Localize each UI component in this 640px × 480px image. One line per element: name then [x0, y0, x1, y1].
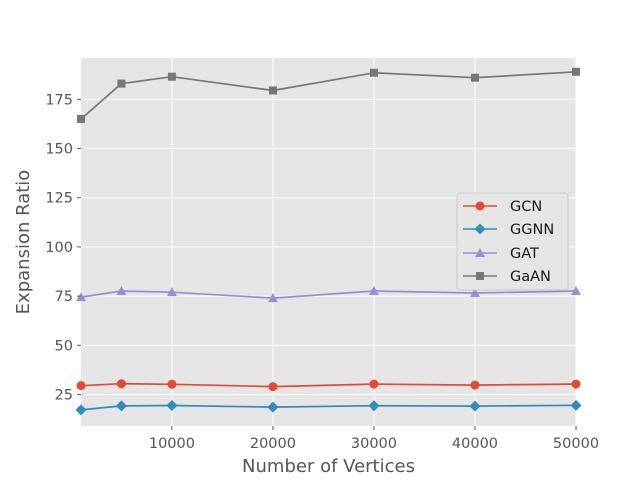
data-point-gat — [571, 286, 581, 296]
legend-box — [456, 192, 569, 291]
legend-marker-gcn — [475, 201, 485, 211]
legend-marker-gat — [475, 248, 485, 257]
data-point-gaan — [117, 79, 126, 88]
series-gaan — [77, 67, 580, 124]
x-axis-label: Number of Vertices — [242, 456, 415, 477]
y-tick-label: 100 — [45, 240, 73, 256]
data-point-gat — [368, 286, 379, 296]
data-point-ggnn — [166, 400, 178, 412]
data-point-ggnn — [570, 399, 582, 411]
data-point-gcn — [470, 380, 480, 390]
data-point-gat — [267, 293, 278, 303]
y-tick-label: 50 — [55, 338, 73, 354]
data-point-gat — [166, 287, 177, 297]
legend-marker-gaan — [476, 272, 484, 280]
data-point-ggnn — [115, 400, 127, 412]
data-point-gaan — [167, 72, 176, 81]
y-axis-label: Expansion Ratio — [13, 170, 34, 315]
y-tick-label: 175 — [45, 92, 73, 108]
y-tick-label: 125 — [45, 191, 73, 207]
x-tick-label: 50000 — [553, 436, 599, 452]
data-point-gaan — [77, 115, 85, 124]
y-tick-label: 75 — [55, 289, 73, 305]
data-point-gat — [469, 287, 480, 297]
data-point-ggnn — [75, 404, 87, 416]
y-tick-label: 25 — [55, 388, 73, 404]
ticks: 10000 20000 30000 40000 50000 25 50 75 100 125 150… — [45, 92, 599, 452]
legend-marker-ggnn — [474, 223, 486, 235]
legend-label-gcn: GCN — [510, 199, 542, 215]
y-tick-label: 150 — [45, 142, 73, 158]
data-point-ggnn — [469, 400, 481, 412]
legend-label-ggnn: GGNN — [510, 222, 554, 238]
data-point-gaan — [572, 67, 580, 76]
data-point-gaan — [470, 73, 479, 82]
x-tick-label: 30000 — [351, 436, 397, 452]
data-point-ggnn — [368, 400, 380, 412]
series-ggnn — [75, 399, 582, 416]
legend-entry-gaan: GaAN — [463, 269, 551, 285]
x-tick-label: 40000 — [452, 436, 498, 452]
series-gat — [76, 286, 581, 303]
data-point-ggnn — [267, 401, 279, 413]
x-tick-label: 20000 — [250, 436, 296, 452]
data-point-gaan — [268, 86, 277, 95]
data-point-gaan — [369, 68, 378, 77]
data-point-gat — [116, 286, 127, 296]
legend-entry-gcn: GCN — [463, 199, 542, 215]
data-point-gcn — [116, 379, 126, 389]
legend-entry-ggnn: GGNN — [463, 222, 554, 238]
series-layer — [75, 67, 582, 416]
data-point-gcn — [167, 379, 177, 389]
legend-label-gat: GAT — [510, 246, 539, 262]
x-tick-label: 10000 — [149, 436, 195, 452]
data-point-gcn — [571, 379, 581, 389]
data-point-gcn — [268, 382, 278, 392]
data-point-gcn — [76, 381, 86, 391]
legend-label-gaan: GaAN — [510, 269, 551, 285]
legend: GCN GGNN GAT GaAN — [456, 192, 569, 291]
data-point-gcn — [369, 379, 379, 389]
series-gcn — [76, 379, 581, 392]
legend-entry-gat: GAT — [463, 246, 539, 262]
